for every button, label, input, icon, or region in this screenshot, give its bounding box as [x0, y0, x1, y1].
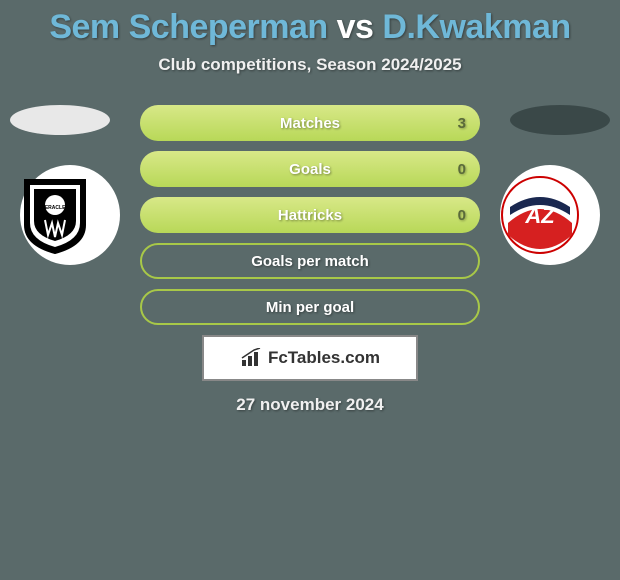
stat-right-value: 3: [458, 115, 466, 132]
player1-name: Sem Scheperman: [49, 8, 327, 46]
svg-text:AZ: AZ: [524, 203, 556, 228]
player2-name: D.Kwakman: [382, 8, 570, 46]
az-icon: AZ: [500, 175, 580, 255]
stats-list: Matches 3 Goals 0 Hattricks 0 Goals per …: [140, 105, 480, 325]
club-logo-az: AZ: [500, 165, 600, 265]
vs-text: vs: [328, 8, 383, 46]
club-logo-heracles: HERACLES: [20, 165, 120, 265]
stat-right-value: 0: [458, 207, 466, 224]
heracles-icon: HERACLES: [20, 175, 90, 255]
stat-row-goals-per-match: Goals per match: [140, 243, 480, 279]
stat-row-min-per-goal: Min per goal: [140, 289, 480, 325]
branding-text: FcTables.com: [268, 348, 380, 368]
player1-marker: [10, 105, 110, 135]
branding-box[interactable]: FcTables.com: [202, 335, 418, 381]
stat-label: Goals per match: [251, 253, 369, 270]
stat-right-value: 0: [458, 161, 466, 178]
subtitle: Club competitions, Season 2024/2025: [0, 55, 620, 75]
stat-label: Goals: [289, 161, 331, 178]
stat-label: Matches: [280, 115, 340, 132]
stat-label: Hattricks: [278, 207, 342, 224]
comparison-title: Sem Scheperman vs D.Kwakman: [0, 0, 620, 47]
player2-marker: [510, 105, 610, 135]
stat-row-matches: Matches 3: [140, 105, 480, 141]
svg-text:HERACLES: HERACLES: [41, 205, 69, 211]
content-area: HERACLES AZ Matches 3 Goals 0 Hattricks …: [0, 105, 620, 415]
date-text: 27 november 2024: [0, 395, 620, 415]
stat-label: Min per goal: [266, 299, 354, 316]
stat-row-goals: Goals 0: [140, 151, 480, 187]
stat-row-hattricks: Hattricks 0: [140, 197, 480, 233]
chart-icon: [240, 348, 264, 368]
